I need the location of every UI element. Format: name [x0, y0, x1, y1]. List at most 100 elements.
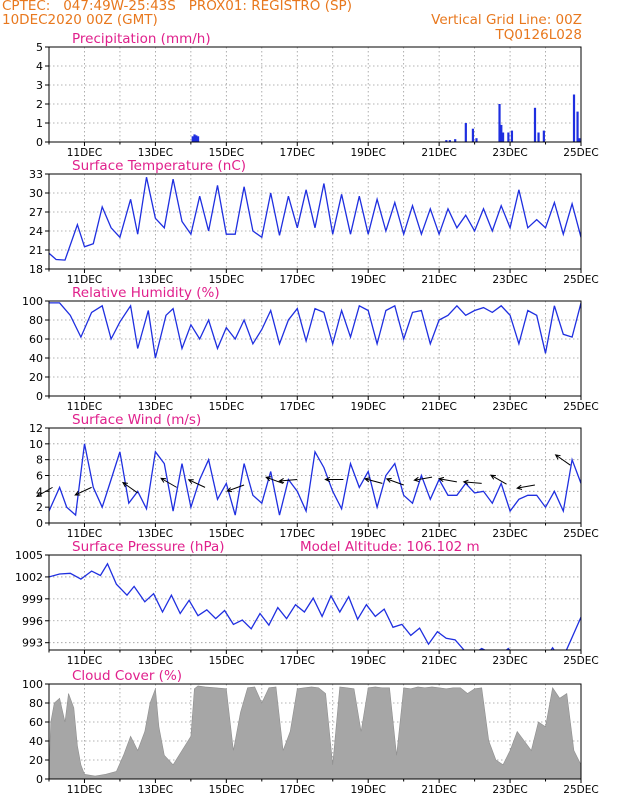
x-tick-label: 19DEC — [350, 274, 385, 286]
y-tick-label: 12 — [29, 422, 43, 435]
wind-arrow — [121, 481, 138, 494]
x-tick-label: 13DEC — [138, 655, 173, 667]
x-tick-label: 23DEC — [492, 401, 527, 413]
wind-arrow — [74, 486, 92, 496]
x-tick-label: 17DEC — [280, 401, 315, 413]
x-tick-label: 23DEC — [492, 274, 527, 286]
precip-bar — [464, 123, 467, 142]
x-tick-label: 21DEC — [421, 401, 456, 413]
x-tick-label: 21DEC — [421, 528, 456, 540]
series-line — [49, 562, 581, 650]
x-tick-label: 17DEC — [280, 655, 315, 667]
y-tick-label: 0 — [36, 136, 43, 149]
x-tick-label: 17DEC — [280, 147, 315, 159]
precip-bar — [576, 111, 579, 142]
x-tick-label: 23DEC — [492, 784, 527, 796]
wind-arrow — [516, 484, 535, 490]
x-tick-label: 11DEC — [67, 274, 102, 286]
precip-bar — [196, 136, 200, 142]
x-tick-label: 19DEC — [350, 655, 385, 667]
panel-title: Surface Pressure (hPa) — [72, 539, 225, 555]
precip-bar — [191, 136, 194, 142]
x-tick-label: 25DEC — [563, 274, 598, 286]
wind-arrow — [278, 478, 298, 484]
wind-arrow — [226, 484, 245, 493]
series-line — [49, 177, 581, 261]
y-tick-label: 80 — [29, 697, 43, 710]
precip-bar — [471, 128, 475, 142]
wind-arrow — [438, 476, 457, 483]
panel-title: Precipitation (mm/h) — [72, 31, 211, 47]
y-tick-label: 3 — [36, 79, 43, 92]
y-tick-label: 10 — [29, 438, 43, 451]
precip-bar — [498, 104, 501, 142]
y-tick-label: 20 — [29, 754, 43, 767]
y-tick-label: 996 — [22, 615, 43, 628]
x-tick-label: 11DEC — [67, 784, 102, 796]
precip-bar — [454, 139, 457, 142]
wind-arrow — [489, 474, 507, 485]
cloud-cover-area — [48, 685, 582, 780]
x-tick-label: 13DEC — [138, 528, 173, 540]
precip-bar — [572, 94, 576, 142]
panel-2 — [45, 173, 582, 273]
y-tick-label: 2 — [36, 501, 43, 514]
y-tick-label: 40 — [29, 735, 43, 748]
precip-bar — [501, 132, 505, 142]
precip-bar — [445, 140, 448, 142]
precip-bar — [448, 140, 451, 142]
x-tick-label: 15DEC — [209, 147, 244, 159]
x-tick-label: 21DEC — [421, 655, 456, 667]
y-tick-label: 1 — [36, 117, 43, 130]
precip-bar — [193, 134, 196, 142]
y-tick-label: 1005 — [15, 549, 43, 562]
x-tick-label: 15DEC — [209, 528, 244, 540]
precip-bar — [507, 132, 510, 142]
x-tick-label: 21DEC — [421, 784, 456, 796]
panel-6 — [45, 683, 582, 783]
x-tick-label: 25DEC — [563, 528, 598, 540]
y-tick-label: 0 — [36, 517, 43, 530]
precip-bar — [533, 107, 537, 142]
x-tick-label: 17DEC — [280, 528, 315, 540]
y-tick-label: 100 — [22, 678, 43, 691]
y-tick-label: 40 — [29, 352, 43, 365]
y-tick-label: 0 — [36, 390, 43, 403]
wind-arrow — [324, 476, 344, 483]
x-tick-label: 19DEC — [350, 784, 385, 796]
wind-arrow — [363, 477, 383, 484]
x-tick-label: 15DEC — [209, 655, 244, 667]
y-tick-label: 100 — [22, 295, 43, 308]
wind-arrow — [160, 477, 177, 488]
y-tick-label: 27 — [29, 206, 43, 219]
x-tick-label: 23DEC — [492, 655, 527, 667]
x-tick-label: 15DEC — [209, 784, 244, 796]
model-altitude-label: Model Altitude: 106.102 m — [300, 539, 480, 555]
header-grid-note: Vertical Grid Line: 00Z — [431, 12, 582, 28]
y-tick-label: 33 — [29, 168, 43, 181]
header-model-id: TQ0126L028 — [495, 27, 582, 43]
precip-bar — [195, 135, 198, 142]
x-tick-label: 23DEC — [492, 147, 527, 159]
y-tick-label: 4 — [36, 60, 43, 73]
precip-bar — [510, 130, 514, 142]
x-tick-label: 21DEC — [421, 147, 456, 159]
x-tick-label: 11DEC — [67, 401, 102, 413]
y-tick-label: 21 — [29, 244, 43, 257]
panel-4 — [35, 427, 582, 527]
precip-bar — [542, 130, 545, 142]
panel-3 — [45, 300, 582, 400]
x-tick-label: 23DEC — [492, 528, 527, 540]
x-tick-label: 25DEC — [563, 401, 598, 413]
precip-bar — [537, 132, 540, 142]
y-tick-label: 24 — [29, 225, 43, 238]
panel-5 — [45, 554, 582, 654]
wind-arrow — [187, 479, 206, 488]
header-date: 10DEC2020 00Z (GMT) — [2, 12, 158, 28]
panel-1 — [45, 46, 582, 146]
y-tick-label: 5 — [36, 41, 43, 54]
panel-title: Surface Temperature (nC) — [72, 158, 246, 174]
wind-arrow — [385, 477, 404, 486]
y-tick-label: 993 — [22, 637, 43, 650]
